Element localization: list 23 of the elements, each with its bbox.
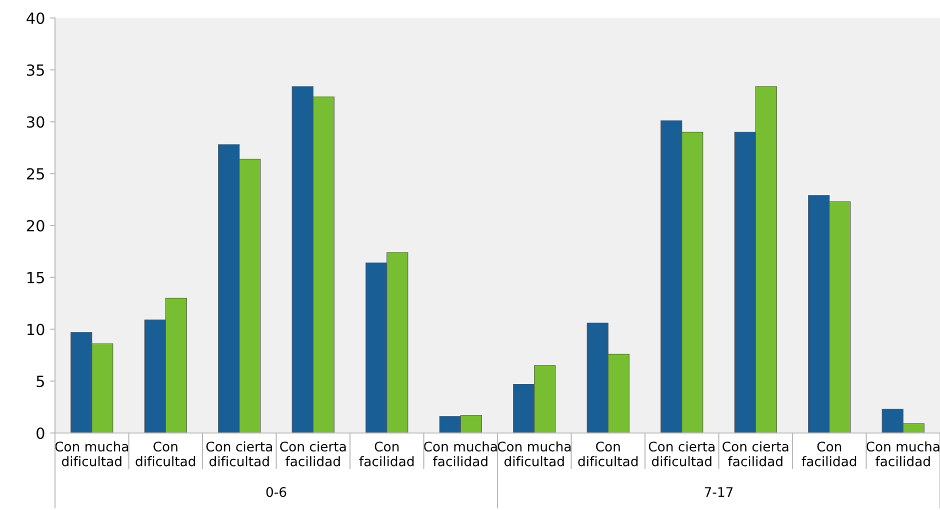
- x-tick-label: Con cierta dificultad: [206, 441, 272, 466]
- text: 0-6: [266, 487, 286, 498]
- x-tick-label: Con dificultad: [136, 442, 196, 466]
- x-tick-label: Con cierta facilidad: [722, 441, 788, 466]
- y-tick-label: 0: [36, 427, 44, 440]
- x-tick-label: Con mucha dificultad: [55, 441, 128, 466]
- x-tick-label: Con facilidad: [359, 442, 414, 466]
- text: 7-17: [704, 487, 733, 497]
- x-tick-label: Con facilidad: [802, 442, 856, 466]
- y-tick-label: 25: [26, 168, 44, 180]
- x-tick-label: Con cierta facilidad: [280, 441, 346, 466]
- x-tick-label: Con dificultad: [578, 442, 638, 466]
- x-tick-label: Con cierta dificultad: [648, 441, 714, 466]
- y-tick-label: 40: [26, 12, 44, 24]
- y-tick-label: 10: [28, 324, 44, 336]
- x-tick-label: Con mucha facilidad: [866, 441, 940, 466]
- y-tick-label: 20: [26, 220, 44, 232]
- y-tick-label: 30: [27, 116, 44, 128]
- y-tick-label: 5: [36, 376, 44, 388]
- x-tick-label: Con mucha facilidad: [424, 441, 497, 466]
- y-tick-label: 35: [27, 64, 44, 76]
- y-tick-label: 15: [28, 272, 44, 284]
- x-tick-label: Con mucha dificultad: [498, 441, 571, 466]
